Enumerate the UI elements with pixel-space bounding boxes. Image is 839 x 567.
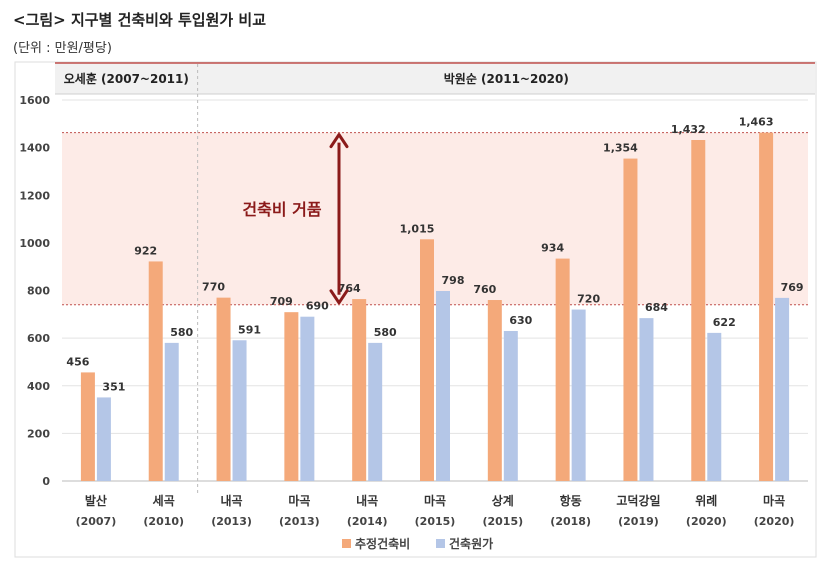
- legend-label-cost: 건축원가: [449, 536, 493, 551]
- bar-estimated: [691, 140, 706, 481]
- y-tick-label: 1200: [19, 189, 50, 202]
- figure-title: <그림> 지구별 건축비와 투입원가 비교: [13, 11, 267, 29]
- bar-estimated: [80, 372, 95, 481]
- x-tick-label: 상계: [492, 493, 514, 508]
- annotation-layer: 건축비 거품: [242, 133, 349, 305]
- bar-cost: [232, 340, 247, 481]
- x-tick-label: 마곡: [288, 493, 310, 508]
- y-tick-label: 1000: [19, 237, 50, 250]
- bar-estimated: [759, 132, 774, 482]
- x-tick-label: 위례: [695, 493, 717, 508]
- bar-cost: [775, 297, 790, 481]
- x-tick-year: (2007): [76, 515, 117, 528]
- bar-cost: [368, 342, 383, 481]
- data-label: 1,432: [671, 123, 706, 136]
- x-tick-year: (2015): [482, 515, 523, 528]
- unit-label: (단위 : 만원/평당): [13, 41, 112, 56]
- axis-layer: 0 200 400 600 800 1000 1200 1400 1600 발산 (2007) 세곡 (…: [19, 94, 794, 528]
- bar-estimated: [352, 299, 367, 481]
- bar-cost: [503, 330, 518, 481]
- data-label: 591: [238, 323, 261, 336]
- data-labels-layer: 456 351 922 580 770 591 709 690 764 580 1,015 798 76…: [66, 116, 803, 394]
- legend-swatch-cost: [436, 539, 445, 548]
- x-tick-label: 내곡: [356, 493, 378, 508]
- x-tick-label: 발산: [85, 493, 107, 508]
- bar-cost: [571, 309, 586, 481]
- y-tick-label: 1600: [19, 94, 50, 107]
- data-label: 769: [781, 281, 804, 294]
- x-tick-label: 내곡: [220, 493, 242, 508]
- y-tick-label: 200: [27, 427, 50, 440]
- legend-label-estimated: 추정건축비: [355, 536, 410, 551]
- y-tick-label: 400: [27, 380, 50, 393]
- x-tick-year: (2020): [686, 515, 727, 528]
- data-label: 760: [473, 283, 496, 296]
- period-header: 오세훈 (2007~2011) 박원순 (2011~2020): [55, 62, 815, 494]
- bubble-band-layer: [62, 132, 808, 306]
- bar-estimated: [216, 297, 231, 481]
- data-label: 764: [338, 282, 361, 295]
- data-label: 798: [442, 274, 465, 287]
- bar-estimated: [623, 158, 638, 482]
- bar-cost: [164, 342, 179, 481]
- legend-swatch-estimated: [342, 539, 351, 548]
- data-label: 1,354: [603, 142, 638, 155]
- x-tick-year: (2010): [143, 515, 184, 528]
- x-tick-year: (2013): [279, 515, 320, 528]
- data-label: 690: [306, 300, 329, 313]
- bar-estimated: [284, 312, 299, 481]
- x-tick-label: 세곡: [153, 493, 175, 508]
- bubble-arrow-head-up: [329, 133, 349, 149]
- x-tick-year: (2018): [550, 515, 591, 528]
- period-header-band: [55, 63, 815, 94]
- bubble-band: [62, 132, 808, 305]
- bar-cost: [707, 332, 722, 481]
- bar-cost: [639, 318, 654, 481]
- bar-cost: [300, 316, 315, 481]
- bubble-arrow-head-down: [329, 289, 349, 305]
- period-label-oh: 오세훈 (2007~2011): [64, 71, 189, 86]
- x-tick-label: 마곡: [424, 493, 446, 508]
- data-label: 720: [577, 293, 600, 306]
- x-tick-label: 고덕강일: [616, 493, 660, 508]
- bar-estimated: [148, 261, 163, 481]
- legend: 추정건축비 건축원가: [342, 536, 493, 551]
- data-label: 622: [713, 316, 736, 329]
- data-label: 934: [541, 242, 564, 255]
- data-label: 770: [202, 281, 225, 294]
- data-label: 351: [102, 380, 125, 393]
- y-tick-label: 800: [27, 285, 50, 298]
- x-tick-label: 항동: [560, 493, 582, 508]
- bar-cost: [436, 290, 450, 481]
- bar-estimated: [420, 239, 434, 481]
- bar-estimated: [555, 258, 570, 481]
- bar-cost: [96, 397, 111, 481]
- data-label: 580: [374, 326, 397, 339]
- data-label: 1,015: [400, 222, 435, 235]
- x-tick-year: (2013): [211, 515, 252, 528]
- x-tick-year: (2019): [618, 515, 659, 528]
- x-tick-year: (2020): [754, 515, 795, 528]
- y-tick-label: 0: [42, 475, 50, 488]
- x-tick-year: (2014): [347, 515, 388, 528]
- data-label: 456: [66, 355, 89, 368]
- data-label: 630: [509, 314, 532, 327]
- period-label-park: 박원순 (2011~2020): [444, 71, 569, 86]
- data-label: 1,463: [739, 116, 774, 129]
- data-label: 922: [134, 244, 157, 257]
- bubble-annotation-label: 건축비 거품: [242, 200, 321, 219]
- data-label: 709: [270, 295, 293, 308]
- x-tick-year: (2015): [415, 515, 456, 528]
- bar-estimated: [487, 300, 502, 481]
- y-tick-label: 600: [27, 332, 50, 345]
- y-tick-label: 1400: [19, 142, 50, 155]
- data-label: 580: [170, 326, 193, 339]
- x-tick-label: 마곡: [763, 493, 785, 508]
- bars-layer: [80, 132, 790, 482]
- data-label: 684: [645, 301, 668, 314]
